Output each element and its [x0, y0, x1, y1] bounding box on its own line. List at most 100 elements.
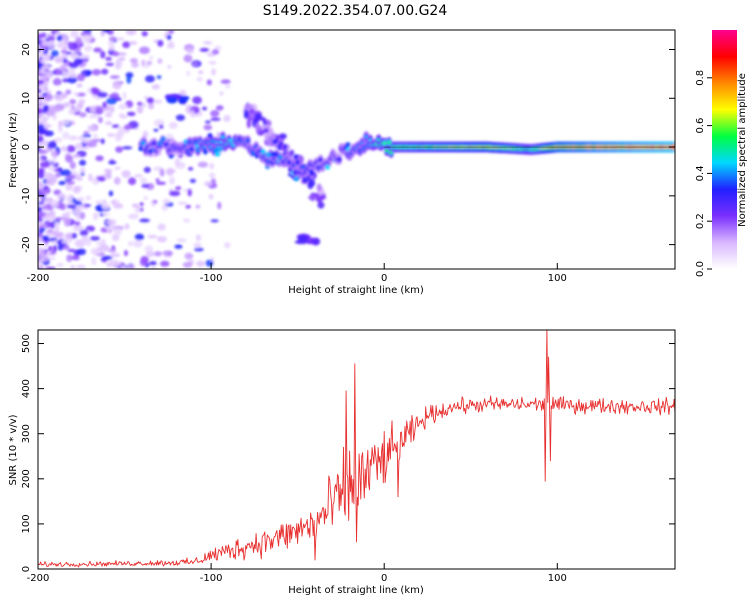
- noise-blob: [38, 236, 43, 244]
- noise-blob: [186, 70, 191, 77]
- noise-blob: [157, 223, 166, 231]
- noise-blob: [60, 146, 68, 152]
- streak-blob: [263, 127, 269, 133]
- noise-blob: [224, 241, 231, 249]
- y-tick-label: 0: [21, 566, 32, 572]
- noise-blob: [178, 89, 187, 96]
- noise-blob: [205, 259, 214, 267]
- noise-blob: [208, 172, 216, 179]
- noise-blob: [220, 79, 231, 84]
- streak-blob: [246, 118, 252, 129]
- noise-blob: [141, 183, 150, 188]
- ridge-core: [193, 140, 198, 144]
- streak-blob: [317, 201, 325, 209]
- snr-panel: -200 -100 0 100 0 100 200 300 400 500 Height of …: [8, 329, 676, 596]
- feature-blob: [311, 237, 321, 246]
- snr-x-ticks: -200 -100 0 100: [27, 563, 567, 584]
- noise-blob: [70, 255, 80, 260]
- noise-blob: [62, 58, 68, 64]
- noise-blob: [123, 249, 128, 257]
- noise-blob: [113, 176, 121, 185]
- noise-blob: [54, 173, 61, 178]
- noise-blob: [115, 65, 122, 70]
- noise-blob: [38, 153, 41, 158]
- colorbar-ticks: 0.0 0.2 0.4 0.6 0.8: [695, 70, 712, 277]
- noise-blob: [203, 124, 213, 131]
- streak-blob: [254, 115, 264, 121]
- noise-blob: [148, 55, 154, 60]
- y-tick-label: 100: [21, 514, 32, 533]
- noise-blob: [139, 258, 148, 267]
- noise-blob: [169, 190, 181, 197]
- noise-blob: [194, 247, 204, 252]
- figure-title: S149.2022.354.07.00.G24: [263, 3, 448, 19]
- noise-blob: [114, 166, 121, 171]
- noise-blob: [39, 83, 47, 90]
- ridge-scatter: [293, 176, 299, 182]
- noise-blob: [50, 50, 59, 57]
- noise-blob: [65, 154, 74, 163]
- noise-blob: [60, 169, 72, 176]
- noise-blob: [127, 263, 135, 269]
- noise-blob: [76, 264, 86, 269]
- ridge-scatter: [207, 133, 213, 139]
- noise-blob: [69, 52, 79, 60]
- noise-blob: [79, 159, 87, 166]
- noise-blob: [100, 227, 108, 233]
- noise-blob: [167, 64, 172, 69]
- noise-blob: [121, 170, 131, 179]
- ridge-scatter: [157, 140, 163, 146]
- noise-blob: [70, 30, 79, 38]
- noise-blob: [38, 206, 43, 213]
- noise-blob: [43, 80, 50, 85]
- noise-blob: [91, 257, 97, 266]
- noise-blob: [134, 174, 143, 178]
- noise-blob: [80, 167, 86, 174]
- noise-blob: [76, 73, 86, 82]
- noise-blob: [182, 261, 193, 268]
- ridge-scatter: [325, 164, 331, 170]
- noise-blob: [108, 105, 115, 113]
- noise-blob: [211, 68, 216, 76]
- y-tick-label: 20: [21, 43, 32, 56]
- ridge-scatter: [250, 151, 256, 157]
- noise-blob: [146, 97, 154, 104]
- noise-blob: [68, 108, 76, 115]
- noise-blob: [186, 48, 194, 54]
- noise-blob: [134, 233, 145, 241]
- noise-blob: [38, 189, 48, 194]
- noise-blob: [131, 203, 140, 208]
- noise-blob: [52, 244, 58, 253]
- noise-blob: [219, 91, 224, 96]
- noise-blob: [66, 145, 76, 153]
- noise-blob: [85, 195, 92, 201]
- noise-blob: [61, 39, 67, 46]
- noise-blob: [122, 41, 131, 49]
- noise-blob: [115, 133, 122, 142]
- noise-blob: [100, 50, 106, 59]
- noise-blob: [201, 106, 208, 111]
- noise-blob: [123, 124, 132, 131]
- noise-blob: [71, 232, 77, 239]
- noise-blob: [117, 52, 127, 57]
- noise-blob: [45, 40, 56, 48]
- noise-blob: [122, 91, 127, 100]
- colorbar: 0.0 0.2 0.4 0.6 0.8 Normalized spectral ampl…: [695, 30, 748, 277]
- spectrogram-y-label: Frequency (Hz): [8, 112, 19, 188]
- noise-blob: [108, 161, 117, 165]
- feature-blob: [166, 96, 178, 104]
- noise-blob: [215, 105, 224, 111]
- noise-blob: [41, 32, 47, 38]
- noise-blob: [131, 61, 139, 68]
- noise-blob: [39, 161, 49, 168]
- noise-blob: [66, 67, 76, 76]
- noise-blob: [39, 69, 47, 74]
- noise-blob: [96, 176, 106, 182]
- noise-blob: [155, 178, 160, 182]
- noise-blob: [192, 96, 202, 105]
- spectrogram-frame: [37, 29, 676, 270]
- noise-blob: [45, 70, 54, 79]
- colorbar-bar: [712, 30, 737, 269]
- noise-blob: [65, 183, 73, 191]
